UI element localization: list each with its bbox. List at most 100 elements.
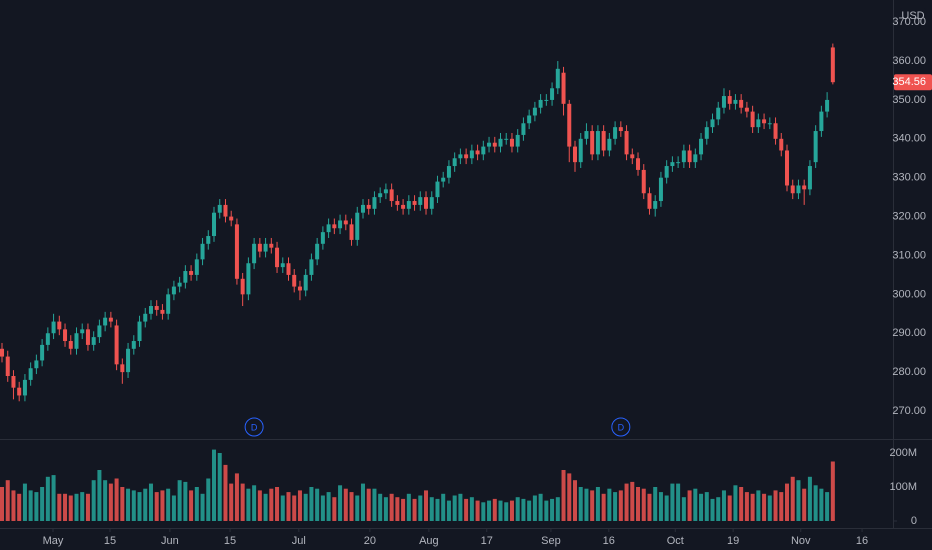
volume-bar xyxy=(636,487,641,521)
candle-body xyxy=(229,216,234,221)
volume-bar xyxy=(607,488,612,521)
volume-bar xyxy=(234,473,239,521)
candle-body xyxy=(784,150,790,186)
candle-body xyxy=(378,193,383,198)
volume-bar xyxy=(693,488,698,521)
volume-bar xyxy=(584,488,589,521)
candle-body xyxy=(154,306,159,310)
candle-body xyxy=(206,236,211,244)
candle-body xyxy=(269,243,274,248)
candle-body xyxy=(458,154,463,159)
volume-bar xyxy=(710,498,715,521)
x-tick-label: 16 xyxy=(603,535,615,547)
volume-bar xyxy=(647,493,652,521)
candle-body xyxy=(825,99,830,112)
volume-bar xyxy=(269,488,274,521)
candle-body xyxy=(532,107,537,116)
candle-body xyxy=(395,201,400,205)
volume-bar xyxy=(630,481,635,521)
candle-body xyxy=(572,146,577,163)
volume-bar xyxy=(131,490,136,521)
volume-bar xyxy=(263,493,268,521)
last-price-label: 354.56 xyxy=(892,76,926,88)
candle-body xyxy=(693,154,698,163)
candle-body xyxy=(515,134,520,147)
volume-bar xyxy=(252,485,257,521)
volume-bar xyxy=(309,487,314,521)
volume-bar xyxy=(154,492,159,521)
volume-bar xyxy=(572,480,577,521)
volume-bar xyxy=(784,483,790,521)
candle-body xyxy=(0,348,5,357)
candle-body xyxy=(464,154,469,159)
x-tick-label: Sep xyxy=(541,535,561,547)
volume-bar xyxy=(796,480,801,521)
volume-bar xyxy=(595,487,600,521)
volume-bar xyxy=(45,476,50,521)
x-tick-label: Jun xyxy=(161,535,179,547)
volume-bar xyxy=(17,493,22,521)
candle-body xyxy=(750,111,755,128)
volume-bar xyxy=(721,490,726,521)
candle-body xyxy=(733,99,738,104)
candle-body xyxy=(320,232,325,244)
volume-bar xyxy=(177,480,182,521)
last-price-tag xyxy=(894,74,932,91)
candle-body xyxy=(498,138,503,147)
y-tick-label: 320.00 xyxy=(892,210,926,222)
candle-body xyxy=(624,131,629,155)
candle-body xyxy=(194,259,199,275)
volume-bar xyxy=(727,495,732,521)
volume-bar xyxy=(424,490,429,521)
volume-bar xyxy=(624,483,629,521)
candle-body xyxy=(641,169,646,194)
candle-body xyxy=(355,212,360,240)
volume-bar xyxy=(498,500,503,521)
volume-bar xyxy=(412,498,417,521)
candle-body xyxy=(338,220,343,229)
candle-body xyxy=(91,337,96,345)
candle-body xyxy=(332,224,337,229)
volume-bar xyxy=(0,487,5,521)
candle-body xyxy=(5,356,10,377)
volume-bar xyxy=(813,485,818,521)
volume-bar xyxy=(538,493,543,521)
candle-body xyxy=(813,131,818,163)
candle-body xyxy=(189,271,194,275)
volume-bar xyxy=(148,483,153,521)
volume-bar xyxy=(464,498,469,521)
volume-bar xyxy=(670,483,675,521)
volume-bar xyxy=(297,490,302,521)
volume-bar xyxy=(91,480,96,521)
candle-body xyxy=(240,278,245,295)
x-tick-label: Aug xyxy=(419,535,439,547)
candle-body xyxy=(704,127,709,139)
volume-bar xyxy=(825,492,830,521)
candle-body xyxy=(676,162,681,164)
volume-bar xyxy=(103,480,108,521)
candle-body xyxy=(739,99,744,108)
candle-body xyxy=(418,197,423,205)
volume-bar xyxy=(57,493,62,521)
candle-body xyxy=(762,119,767,124)
volume-bar xyxy=(830,461,835,521)
volume-bar xyxy=(762,493,767,521)
y2-tick-label: 100M xyxy=(889,481,917,493)
candle-body xyxy=(401,204,406,209)
candle-body xyxy=(223,204,228,217)
volume-bar xyxy=(246,488,251,521)
volume-bar xyxy=(338,485,343,521)
candle-body xyxy=(57,321,62,330)
candle-body xyxy=(647,193,652,209)
volume-bar xyxy=(275,487,280,521)
volume-bar xyxy=(406,493,411,521)
candle-body xyxy=(561,72,566,104)
x-tick-label: 15 xyxy=(224,535,236,547)
dividend-label: D xyxy=(618,422,625,432)
candle-body xyxy=(446,166,451,178)
x-tick-label: 19 xyxy=(727,535,739,547)
volume-bar xyxy=(452,495,457,521)
volume-bar xyxy=(22,483,27,521)
candle-body xyxy=(217,204,222,213)
volume-bar xyxy=(790,476,795,521)
